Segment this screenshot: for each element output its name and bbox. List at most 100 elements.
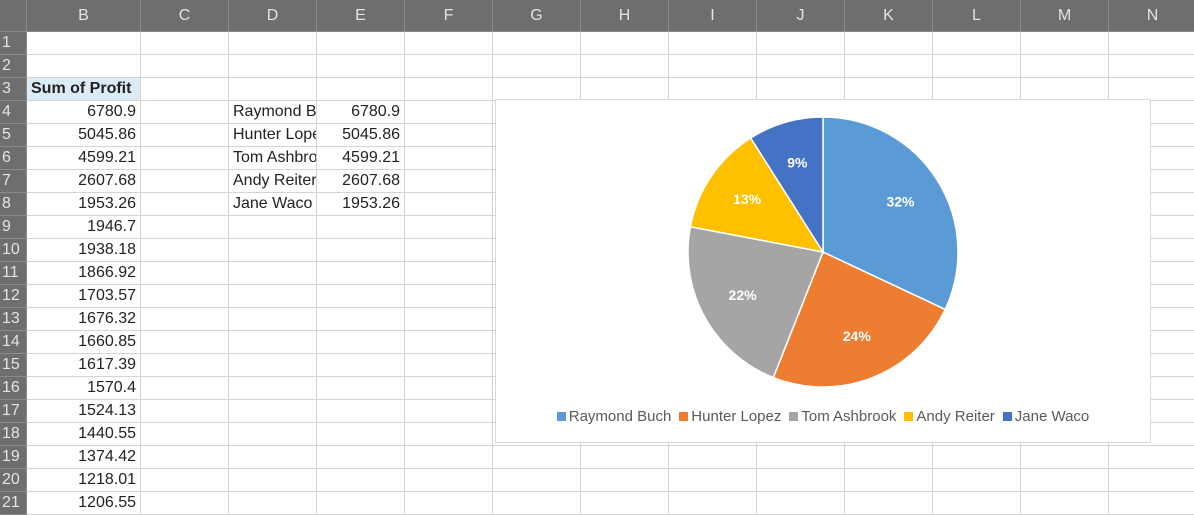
- cell[interactable]: [141, 377, 229, 400]
- row-header[interactable]: 6: [0, 147, 27, 170]
- cell[interactable]: [493, 469, 581, 492]
- cell[interactable]: [405, 423, 493, 446]
- row-header[interactable]: 19: [0, 446, 27, 469]
- cell[interactable]: Raymond Buch: [229, 101, 317, 124]
- row-header[interactable]: 2: [0, 55, 27, 78]
- row-header[interactable]: 13: [0, 308, 27, 331]
- cell[interactable]: [405, 377, 493, 400]
- cell[interactable]: [141, 423, 229, 446]
- cell[interactable]: [141, 308, 229, 331]
- cell[interactable]: 1866.92: [27, 262, 141, 285]
- row-header[interactable]: 17: [0, 400, 27, 423]
- cell[interactable]: [669, 55, 757, 78]
- cell[interactable]: [1109, 147, 1194, 170]
- cell[interactable]: 4599.21: [27, 147, 141, 170]
- cell[interactable]: [405, 55, 493, 78]
- cell[interactable]: 1660.85: [27, 331, 141, 354]
- cell[interactable]: [405, 78, 493, 101]
- cell[interactable]: [229, 354, 317, 377]
- cell[interactable]: [405, 285, 493, 308]
- cell[interactable]: [1109, 400, 1194, 423]
- cell[interactable]: [405, 193, 493, 216]
- cell[interactable]: [317, 262, 405, 285]
- cell[interactable]: [1109, 32, 1194, 55]
- cell[interactable]: [229, 400, 317, 423]
- cell[interactable]: [317, 308, 405, 331]
- cell[interactable]: [405, 147, 493, 170]
- row-header[interactable]: 15: [0, 354, 27, 377]
- cell[interactable]: [317, 216, 405, 239]
- cell[interactable]: 1938.18: [27, 239, 141, 262]
- row-header[interactable]: 8: [0, 193, 27, 216]
- cell[interactable]: [1109, 55, 1194, 78]
- cell[interactable]: [317, 423, 405, 446]
- cell[interactable]: [141, 101, 229, 124]
- cell[interactable]: [405, 469, 493, 492]
- cell[interactable]: [317, 32, 405, 55]
- cell[interactable]: [229, 239, 317, 262]
- column-header[interactable]: K: [845, 0, 933, 32]
- cell[interactable]: [141, 193, 229, 216]
- cell[interactable]: [1109, 377, 1194, 400]
- cell[interactable]: [845, 446, 933, 469]
- column-header[interactable]: E: [317, 0, 405, 32]
- cell[interactable]: [405, 262, 493, 285]
- cell[interactable]: 1570.4: [27, 377, 141, 400]
- cell[interactable]: [933, 446, 1021, 469]
- cell[interactable]: [317, 446, 405, 469]
- row-header[interactable]: 12: [0, 285, 27, 308]
- cell[interactable]: [1109, 101, 1194, 124]
- cell[interactable]: [141, 55, 229, 78]
- cell[interactable]: [845, 55, 933, 78]
- column-header[interactable]: C: [141, 0, 229, 32]
- cell[interactable]: [933, 32, 1021, 55]
- cell[interactable]: [229, 469, 317, 492]
- cell[interactable]: [757, 446, 845, 469]
- cell[interactable]: 1374.42: [27, 446, 141, 469]
- cell[interactable]: [317, 377, 405, 400]
- cell[interactable]: 1953.26: [27, 193, 141, 216]
- cell[interactable]: [405, 170, 493, 193]
- cell[interactable]: [229, 331, 317, 354]
- cell[interactable]: [141, 216, 229, 239]
- cell[interactable]: [141, 400, 229, 423]
- cell[interactable]: [229, 262, 317, 285]
- cell[interactable]: [141, 78, 229, 101]
- cell[interactable]: [405, 216, 493, 239]
- cell[interactable]: [405, 354, 493, 377]
- cell[interactable]: 6780.9: [317, 101, 405, 124]
- cell[interactable]: [1021, 469, 1109, 492]
- cell[interactable]: [1109, 170, 1194, 193]
- cell[interactable]: [317, 285, 405, 308]
- cell[interactable]: 1617.39: [27, 354, 141, 377]
- cell[interactable]: [493, 32, 581, 55]
- cell[interactable]: [229, 78, 317, 101]
- column-header[interactable]: F: [405, 0, 493, 32]
- column-header[interactable]: D: [229, 0, 317, 32]
- column-header[interactable]: J: [757, 0, 845, 32]
- cell[interactable]: Andy Reiter: [229, 170, 317, 193]
- cell[interactable]: 1953.26: [317, 193, 405, 216]
- row-header[interactable]: 20: [0, 469, 27, 492]
- cell[interactable]: [229, 423, 317, 446]
- cell[interactable]: [581, 32, 669, 55]
- row-header[interactable]: 5: [0, 124, 27, 147]
- cell[interactable]: [493, 55, 581, 78]
- cell[interactable]: [405, 308, 493, 331]
- row-header[interactable]: 9: [0, 216, 27, 239]
- cell[interactable]: [141, 32, 229, 55]
- cell[interactable]: 5045.86: [317, 124, 405, 147]
- column-header[interactable]: H: [581, 0, 669, 32]
- column-header[interactable]: N: [1109, 0, 1194, 32]
- cell[interactable]: 5045.86: [27, 124, 141, 147]
- cell[interactable]: [581, 446, 669, 469]
- cell[interactable]: [1109, 239, 1194, 262]
- cell[interactable]: [757, 469, 845, 492]
- cell[interactable]: [1109, 446, 1194, 469]
- header-cell[interactable]: Sum of Profit: [27, 78, 141, 101]
- cell[interactable]: [581, 55, 669, 78]
- cell[interactable]: [141, 170, 229, 193]
- cell[interactable]: 2607.68: [317, 170, 405, 193]
- column-header[interactable]: M: [1021, 0, 1109, 32]
- cell[interactable]: [317, 239, 405, 262]
